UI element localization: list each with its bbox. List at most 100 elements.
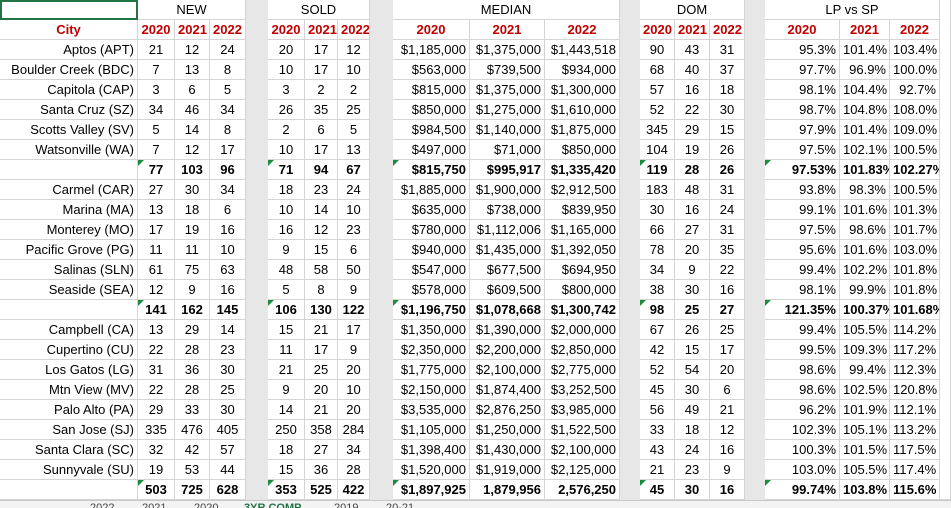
- data-cell[interactable]: $780,000: [393, 220, 470, 240]
- data-cell[interactable]: 25: [338, 100, 370, 120]
- data-cell[interactable]: 3: [138, 80, 175, 100]
- data-cell[interactable]: 23: [338, 220, 370, 240]
- data-cell[interactable]: $2,350,000: [393, 340, 470, 360]
- data-cell[interactable]: 20: [338, 360, 370, 380]
- total-cell[interactable]: 30: [675, 480, 710, 500]
- data-cell[interactable]: 10: [338, 60, 370, 80]
- city-cell[interactable]: Los Gatos (LG): [0, 360, 138, 380]
- data-cell[interactable]: 11: [138, 240, 175, 260]
- data-cell[interactable]: 100.5%: [890, 180, 940, 200]
- data-cell[interactable]: 117.5%: [890, 440, 940, 460]
- data-cell[interactable]: 101.9%: [840, 400, 890, 420]
- data-cell[interactable]: $1,919,000: [470, 460, 545, 480]
- data-cell[interactable]: 40: [675, 60, 710, 80]
- data-cell[interactable]: 6: [710, 380, 745, 400]
- data-cell[interactable]: 16: [710, 440, 745, 460]
- data-cell[interactable]: 42: [640, 340, 675, 360]
- data-cell[interactable]: 97.5%: [765, 220, 840, 240]
- column-header[interactable]: City: [0, 20, 138, 40]
- data-cell[interactable]: 78: [640, 240, 675, 260]
- data-cell[interactable]: $2,876,250: [470, 400, 545, 420]
- data-cell[interactable]: 34: [138, 100, 175, 120]
- total-cell[interactable]: 71: [268, 160, 305, 180]
- data-cell[interactable]: 9: [338, 340, 370, 360]
- data-cell[interactable]: 33: [175, 400, 210, 420]
- data-cell[interactable]: 117.2%: [890, 340, 940, 360]
- data-cell[interactable]: 15: [268, 320, 305, 340]
- data-cell[interactable]: 25: [210, 380, 246, 400]
- data-cell[interactable]: 43: [640, 440, 675, 460]
- data-cell[interactable]: 98.1%: [765, 280, 840, 300]
- city-cell[interactable]: Pacific Grove (PG): [0, 240, 138, 260]
- city-cell[interactable]: Palo Alto (PA): [0, 400, 138, 420]
- data-cell[interactable]: 66: [640, 220, 675, 240]
- data-cell[interactable]: 9: [338, 280, 370, 300]
- data-cell[interactable]: 22: [675, 100, 710, 120]
- data-cell[interactable]: 18: [268, 180, 305, 200]
- data-cell[interactable]: 67: [640, 320, 675, 340]
- data-cell[interactable]: 20: [338, 400, 370, 420]
- data-cell[interactable]: 6: [305, 120, 338, 140]
- year-header[interactable]: 2022: [210, 20, 246, 40]
- data-cell[interactable]: 10: [338, 200, 370, 220]
- total-cell[interactable]: 2,576,250: [545, 480, 620, 500]
- data-cell[interactable]: $940,000: [393, 240, 470, 260]
- data-cell[interactable]: 98.1%: [765, 80, 840, 100]
- total-cell[interactable]: 141: [138, 300, 175, 320]
- data-cell[interactable]: 101.4%: [840, 40, 890, 60]
- data-cell[interactable]: 358: [305, 420, 338, 440]
- data-cell[interactable]: 101.8%: [890, 260, 940, 280]
- data-cell[interactable]: 100.3%: [765, 440, 840, 460]
- data-cell[interactable]: 101.4%: [840, 120, 890, 140]
- data-cell[interactable]: 95.3%: [765, 40, 840, 60]
- data-cell[interactable]: 98.6%: [840, 220, 890, 240]
- total-cell[interactable]: 122: [338, 300, 370, 320]
- data-cell[interactable]: 30: [210, 360, 246, 380]
- city-cell[interactable]: San Jose (SJ): [0, 420, 138, 440]
- data-cell[interactable]: $497,000: [393, 140, 470, 160]
- total-cell[interactable]: 45: [640, 480, 675, 500]
- data-cell[interactable]: 109.3%: [840, 340, 890, 360]
- data-cell[interactable]: $800,000: [545, 280, 620, 300]
- data-cell[interactable]: $2,200,000: [470, 340, 545, 360]
- data-cell[interactable]: 10: [338, 380, 370, 400]
- data-cell[interactable]: $934,000: [545, 60, 620, 80]
- data-cell[interactable]: 31: [710, 180, 745, 200]
- data-cell[interactable]: 23: [210, 340, 246, 360]
- data-cell[interactable]: 12: [138, 280, 175, 300]
- year-header[interactable]: 2022: [545, 20, 620, 40]
- sheet-tab[interactable]: 2019: [334, 502, 359, 508]
- data-cell[interactable]: 26: [675, 320, 710, 340]
- data-cell[interactable]: 46: [175, 100, 210, 120]
- data-cell[interactable]: 42: [175, 440, 210, 460]
- data-cell[interactable]: 29: [138, 400, 175, 420]
- year-header[interactable]: 2021: [175, 20, 210, 40]
- data-cell[interactable]: 52: [640, 100, 675, 120]
- data-cell[interactable]: 36: [305, 460, 338, 480]
- data-cell[interactable]: $677,500: [470, 260, 545, 280]
- city-cell[interactable]: Salinas (SLN): [0, 260, 138, 280]
- data-cell[interactable]: 19: [175, 220, 210, 240]
- data-cell[interactable]: 9: [268, 240, 305, 260]
- data-cell[interactable]: 30: [640, 200, 675, 220]
- data-cell[interactable]: $1,875,000: [545, 120, 620, 140]
- sheet-tab[interactable]: 3YR COMP: [244, 502, 302, 508]
- data-cell[interactable]: 35: [305, 100, 338, 120]
- data-cell[interactable]: 36: [175, 360, 210, 380]
- data-cell[interactable]: 113.2%: [890, 420, 940, 440]
- data-cell[interactable]: 48: [268, 260, 305, 280]
- year-header[interactable]: 2020: [765, 20, 840, 40]
- total-cell[interactable]: $1,300,742: [545, 300, 620, 320]
- data-cell[interactable]: $1,140,000: [470, 120, 545, 140]
- data-cell[interactable]: 335: [138, 420, 175, 440]
- data-cell[interactable]: 33: [640, 420, 675, 440]
- data-cell[interactable]: 29: [175, 320, 210, 340]
- group-header[interactable]: DOM: [640, 0, 745, 20]
- data-cell[interactable]: 18: [710, 80, 745, 100]
- data-cell[interactable]: 13: [138, 200, 175, 220]
- data-cell[interactable]: 99.4%: [765, 260, 840, 280]
- data-cell[interactable]: 20: [710, 360, 745, 380]
- data-cell[interactable]: 53: [175, 460, 210, 480]
- data-cell[interactable]: 3: [268, 80, 305, 100]
- data-cell[interactable]: 43: [675, 40, 710, 60]
